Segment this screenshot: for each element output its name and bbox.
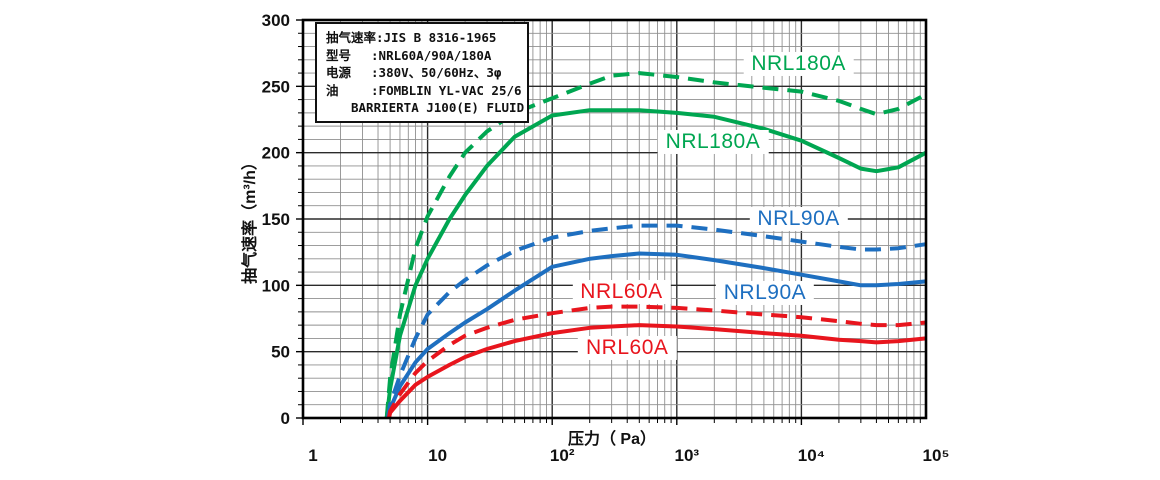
y-tick-label: 300 — [262, 11, 290, 30]
curves-layer — [384, 71, 927, 419]
y-tick-label: 200 — [262, 144, 290, 163]
spec-line: 油 :FOMBLIN YL-VAC 25/6 — [326, 82, 522, 98]
x-tick-label: 10² — [550, 446, 575, 465]
spec-line: 抽气速率:JIS B 8316-1965 — [326, 30, 497, 45]
y-tick-label: 100 — [262, 276, 290, 295]
x-tick-label: 10 — [428, 446, 447, 465]
curve-nrl60a-solid — [387, 323, 927, 419]
y-tick-label: 250 — [262, 77, 290, 96]
y-tick-label: 0 — [281, 409, 290, 428]
plot-frame — [301, 18, 928, 420]
curve-nrl60a-dashed — [387, 304, 927, 419]
x-tick-label: 1 — [308, 446, 317, 465]
curve-nrl90a-dashed — [385, 223, 927, 419]
y-axis-title: 抽气速率（m³/h） — [242, 154, 259, 284]
curve-nrl180a-dashed — [384, 71, 927, 419]
curve-nrl180a-solid — [384, 108, 927, 419]
x-tick-label: 10⁵ — [923, 446, 950, 465]
spec-line: BARRIERTA J100(E) FLUID — [326, 100, 525, 116]
x-tick-label: 10⁴ — [798, 446, 825, 465]
curve-nrl90a-solid — [385, 251, 927, 419]
y-tick-label: 150 — [262, 210, 290, 229]
spec-box: 抽气速率:JIS B 8316-1965 型号 :NRL60A/90A/180A 电… — [315, 22, 529, 123]
tick-labels-layer: 1 10 10² 10³ 10⁴ 10⁵ 0 50 100 150 200 250 300 — [262, 11, 950, 465]
x-tick-label: 10³ — [675, 446, 700, 465]
spec-line: 型号 :NRL60A/90A/180A — [326, 47, 492, 63]
y-tick-label: 50 — [271, 343, 290, 362]
x-axis-title: 压力（ Pa） — [567, 431, 657, 448]
spec-line: 电源 :380V、50/60Hz、3φ — [326, 65, 502, 81]
